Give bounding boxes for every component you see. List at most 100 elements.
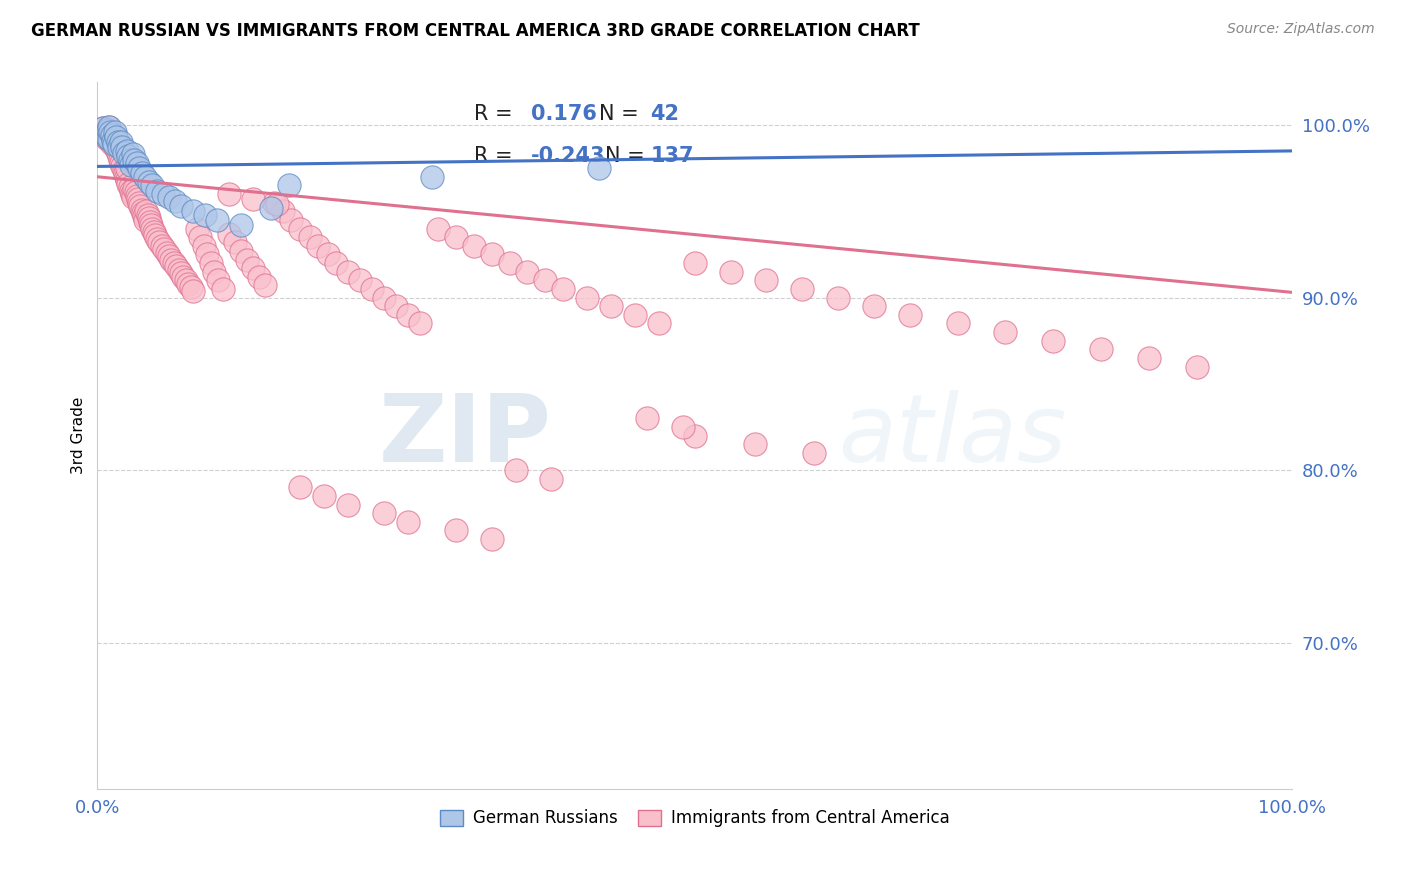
Point [720, 265, 742, 279]
Point [157, 249, 180, 263]
Point [138, 211, 160, 226]
Point [98, 130, 121, 145]
Point [128, 161, 150, 176]
Point [193, 239, 215, 253]
Point [299, 230, 322, 244]
Point [150, 239, 173, 253]
Point [114, 166, 136, 180]
Point [588, 161, 610, 176]
Point [129, 199, 152, 213]
Point [863, 299, 886, 313]
Point [170, 199, 193, 213]
Point [122, 190, 145, 204]
Point [141, 178, 163, 193]
Point [181, 284, 204, 298]
Point [744, 437, 766, 451]
Point [325, 256, 347, 270]
Point [314, 489, 336, 503]
Point [146, 232, 169, 246]
Text: 42: 42 [651, 103, 679, 124]
Point [98, 120, 121, 134]
Point [91, 121, 114, 136]
Point [316, 247, 339, 261]
Point [125, 156, 148, 170]
Point [139, 214, 162, 228]
Point [132, 210, 155, 224]
Point [290, 480, 312, 494]
Point [100, 128, 122, 143]
Point [576, 291, 599, 305]
Point [290, 221, 312, 235]
Point [207, 273, 229, 287]
Point [271, 204, 294, 219]
Point [153, 242, 176, 256]
Point [124, 182, 146, 196]
Point [134, 169, 156, 184]
Point [266, 197, 288, 211]
Point [100, 136, 122, 151]
Point [112, 145, 135, 160]
Point [204, 265, 226, 279]
Point [307, 239, 329, 253]
Point [117, 177, 139, 191]
Point [177, 277, 200, 291]
Point [104, 130, 127, 145]
Point [211, 282, 233, 296]
Point [505, 463, 527, 477]
Point [96, 132, 118, 146]
Point [396, 515, 419, 529]
Point [128, 195, 150, 210]
Point [186, 221, 208, 235]
Point [104, 125, 127, 139]
Point [120, 158, 142, 172]
Point [100, 134, 122, 148]
Y-axis label: 3rd Grade: 3rd Grade [72, 397, 86, 475]
Point [117, 149, 139, 163]
Text: -0.243: -0.243 [531, 146, 606, 166]
Point [444, 230, 467, 244]
Point [259, 201, 281, 215]
Point [481, 247, 503, 261]
Point [100, 128, 122, 143]
Point [156, 245, 179, 260]
Point [118, 153, 141, 167]
Point [131, 202, 153, 217]
Point [180, 280, 202, 294]
Point [170, 266, 193, 280]
Point [160, 252, 183, 267]
Point [263, 195, 285, 210]
Point [683, 428, 706, 442]
Point [105, 142, 128, 156]
Legend: German Russians, Immigrants from Central America: German Russians, Immigrants from Central… [433, 803, 956, 834]
Text: 0.176: 0.176 [531, 103, 598, 124]
Point [242, 261, 264, 276]
Point [110, 136, 132, 150]
Point [131, 166, 153, 180]
Point [498, 256, 520, 270]
Point [98, 132, 121, 146]
Point [107, 145, 129, 160]
Text: R =: R = [474, 103, 519, 124]
Point [115, 173, 138, 187]
Point [124, 186, 146, 200]
Point [181, 204, 204, 219]
Point [624, 308, 647, 322]
Point [540, 472, 562, 486]
Point [636, 411, 658, 425]
Point [107, 136, 129, 150]
Point [426, 221, 449, 235]
Point [195, 247, 218, 261]
Point [163, 194, 186, 208]
Point [94, 127, 117, 141]
Point [253, 278, 276, 293]
Point [994, 325, 1017, 339]
Text: 137: 137 [651, 146, 695, 166]
Point [205, 213, 228, 227]
Point [120, 184, 142, 198]
Point [142, 225, 165, 239]
Point [112, 162, 135, 177]
Text: N =: N = [599, 103, 645, 124]
Point [96, 130, 118, 145]
Point [139, 218, 162, 232]
Point [361, 282, 384, 296]
